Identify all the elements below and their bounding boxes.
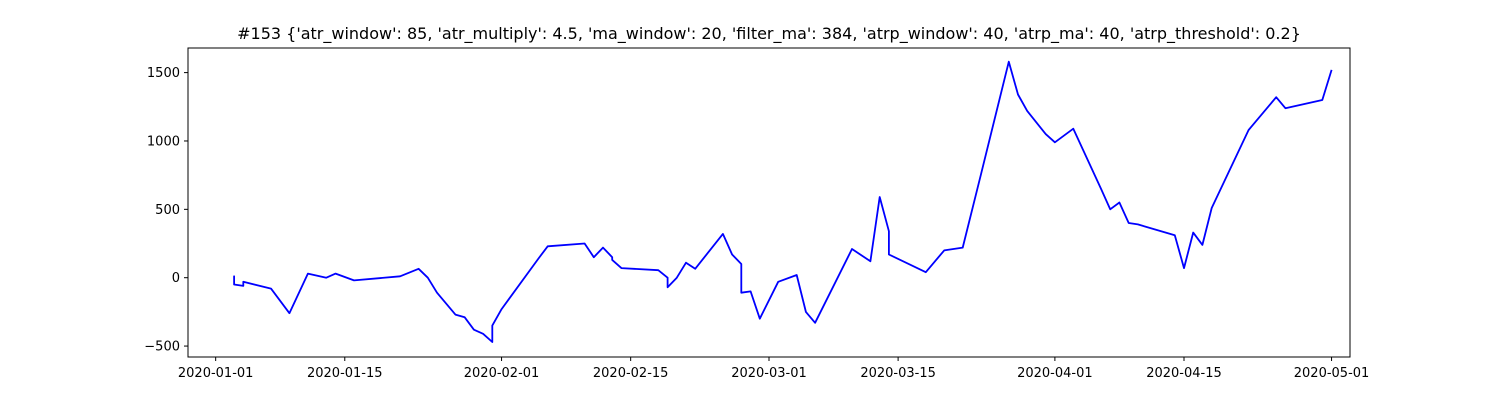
x-tick-label: 2020-04-01	[1017, 366, 1093, 381]
x-tick-label: 2020-01-01	[178, 366, 254, 381]
plot-frame	[187, 47, 1351, 358]
y-tick-label: 500	[155, 203, 180, 218]
y-tick-label: 0	[172, 271, 180, 286]
chart-title: #153 {'atr_window': 85, 'atr_multiply': …	[237, 24, 1301, 44]
x-tick-label: 2020-03-01	[731, 366, 807, 381]
y-tick-label: 1000	[147, 134, 180, 149]
x-tick-label: 2020-05-01	[1294, 366, 1370, 381]
series-layer	[233, 60, 1333, 343]
x-tick-label: 2020-02-01	[464, 366, 540, 381]
y-tick-label: 1500	[147, 66, 180, 81]
x-tick-label: 2020-02-15	[593, 366, 669, 381]
y-axis: −500 0 500 1000 1500	[144, 66, 188, 355]
x-tick-label: 2020-01-15	[307, 366, 383, 381]
x-tick-label: 2020-04-15	[1146, 366, 1222, 381]
y-tick-label: −500	[144, 340, 180, 355]
series-line	[233, 60, 1333, 343]
x-axis: 2020-01-01 2020-01-15 2020-02-01 2020-02-15…	[178, 357, 1369, 381]
x-tick-label: 2020-03-15	[860, 366, 936, 381]
